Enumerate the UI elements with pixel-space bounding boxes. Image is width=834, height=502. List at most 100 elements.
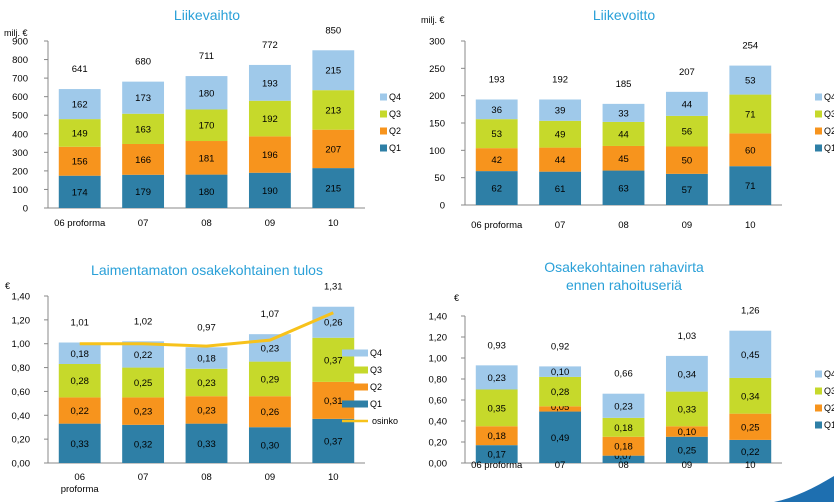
liikevoitto-bar-q2: [665, 146, 708, 174]
liikevaihto-bar-q3: [185, 109, 228, 142]
liikevaihto-bar-q1: [58, 175, 101, 208]
liikevaihto-bar-q4: [185, 76, 228, 110]
eps-y-tick-label: 0,60: [12, 387, 31, 398]
liikevaihto-bar-q1: [312, 168, 355, 208]
liikevoitto-y-tick-label: 150: [429, 119, 445, 130]
eps-legend-label: Q4: [370, 348, 382, 358]
eps-total-label: 1,31: [324, 282, 343, 293]
cashflow-bar-label: 0,05: [551, 402, 570, 413]
liikevaihto-bar-label: 190: [262, 186, 278, 197]
liikevoitto-bar-q4: [665, 91, 708, 116]
liikevaihto-y-tick-label: 200: [12, 166, 28, 177]
eps-bar-label: 0,25: [134, 378, 153, 389]
cashflow-bar-q1: [475, 445, 518, 463]
eps-bar-label: 0,31: [324, 396, 343, 407]
eps-legend-swatch-q2: [342, 383, 368, 391]
liikevaihto-y-tick-label: 600: [12, 92, 28, 103]
liikevaihto-bar-label: 193: [262, 78, 278, 89]
cashflow-bar-label: 0,18: [614, 442, 633, 453]
eps-bar-label: 0,29: [261, 374, 280, 385]
cashflow-bar-q3: [602, 417, 645, 437]
eps-y-tick-label: 1,00: [12, 339, 31, 350]
eps-bar-label: 0,32: [134, 439, 153, 450]
cashflow-bar-q1: [539, 411, 582, 463]
cashflow-legend-swatch-q1: [815, 421, 822, 429]
liikevoitto-bar-label: 45: [618, 154, 629, 165]
cashflow-legend-label: Q4: [824, 369, 834, 379]
eps-x-tick-label: 10: [328, 472, 339, 483]
eps-legend-label: osinko: [372, 416, 398, 426]
liikevaihto-legend-swatch-q4: [380, 93, 387, 101]
eps-bar-q3: [58, 363, 101, 398]
liikevoitto-total-label: 193: [489, 74, 505, 85]
liikevaihto-bar-label: 196: [262, 150, 278, 161]
liikevaihto-legend-label: Q1: [389, 143, 401, 153]
liikevoitto-bar-q2: [602, 145, 645, 171]
cashflow-y-tick-label: 0,40: [429, 417, 448, 428]
cashflow-bar-q4: [729, 330, 772, 378]
liikevoitto-bar-label: 49: [555, 130, 566, 141]
cashflow-bar-q4: [475, 365, 518, 390]
liikevaihto-bar-label: 170: [199, 121, 215, 132]
liikevoitto-bar-label: 71: [745, 181, 756, 192]
eps-y-tick-label: 0,20: [12, 435, 31, 446]
liikevaihto-bar-q3: [58, 119, 101, 147]
liikevoitto-bar-q4: [539, 99, 582, 121]
liikevaihto-bar-q2: [185, 141, 228, 175]
cashflow-bar-label: 0,34: [678, 369, 697, 380]
eps-bar-q2: [248, 396, 291, 428]
liikevaihto-bar-q2: [58, 146, 101, 176]
cashflow-bar-q2: [539, 406, 582, 412]
liikevaihto-bar-label: 180: [199, 88, 215, 99]
liikevoitto-total-label: 192: [552, 74, 568, 85]
liikevaihto-total-label: 772: [262, 40, 278, 51]
liikevaihto-bar-label: 174: [72, 187, 88, 198]
liikevoitto-title: Liikevoitto: [593, 7, 655, 23]
liikevaihto-bar-q3: [122, 113, 165, 144]
eps-bar-label: 0,23: [134, 407, 153, 418]
liikevoitto-bar-q1: [602, 170, 645, 205]
eps-x-tick-label: 06: [74, 472, 85, 483]
cashflow-x-tick-label: 06 proforma: [471, 460, 523, 471]
liikevaihto-total-label: 850: [325, 25, 341, 36]
eps-x-tick-label: 07: [138, 472, 149, 483]
liikevoitto-bar-label: 50: [682, 156, 693, 167]
cashflow-x-tick-label: 10: [745, 460, 756, 471]
liikevoitto-legend-label: Q4: [824, 92, 834, 102]
liikevaihto-bar-label: 149: [72, 128, 88, 139]
corner-swoosh: [774, 476, 834, 502]
liikevoitto-bar-label: 57: [682, 185, 693, 196]
liikevaihto-bar-q2: [248, 136, 291, 173]
cashflow-y-tick-label: 1,00: [429, 354, 448, 365]
liikevaihto-bar-label: 207: [325, 144, 341, 155]
liikevoitto-y-tick-label: 0: [440, 201, 445, 212]
cashflow-bar-q4: [602, 393, 645, 418]
liikevoitto-x-tick-label: 06 proforma: [471, 220, 523, 231]
eps-bar-q3: [248, 361, 291, 397]
cashflow-bar-q4: [665, 355, 708, 392]
liikevoitto-y-tick-label: 300: [429, 37, 445, 48]
eps-legend-label: Q1: [370, 399, 382, 409]
cashflow-bar-label: 0,18: [614, 423, 633, 434]
liikevoitto-bar-label: 44: [555, 155, 566, 166]
liikevoitto-x-tick-label: 09: [682, 220, 693, 231]
liikevaihto-total-label: 641: [72, 64, 88, 75]
eps-y-tick-label: 0,00: [12, 459, 31, 470]
cashflow-bar-label: 0,33: [678, 404, 697, 415]
liikevoitto-bar-q1: [665, 173, 708, 205]
cashflow-bar-label: 0,25: [741, 422, 760, 433]
eps-legend-label: Q3: [370, 365, 382, 375]
eps-y-tick-label: 0,80: [12, 363, 31, 374]
eps-total-label: 1,02: [134, 316, 153, 327]
liikevaihto-total-label: 711: [199, 51, 214, 62]
cashflow-y-tick-label: 1,40: [429, 312, 448, 323]
cashflow-legend-label: Q3: [824, 386, 834, 396]
liikevoitto-chart: Liikevoitto milj. € 0 50 100 150 200 250 300 62 61…: [421, 7, 834, 231]
liikevaihto-bar-q1: [248, 172, 291, 208]
liikevaihto-bar-q3: [248, 100, 291, 137]
liikevoitto-bar-label: 42: [491, 155, 502, 166]
liikevoitto-bar-q3: [729, 94, 772, 134]
cashflow-legend-label: Q1: [824, 420, 834, 430]
eps-total-label: 1,07: [261, 309, 280, 320]
liikevoitto-bar-q4: [475, 99, 518, 120]
